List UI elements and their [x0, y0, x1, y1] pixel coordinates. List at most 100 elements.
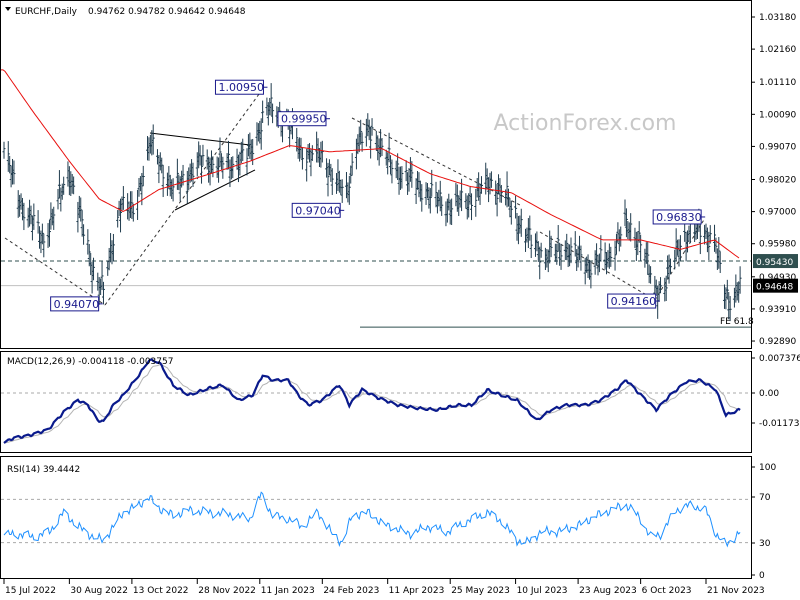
y-tick-label: 0.95980 — [759, 240, 796, 250]
price-bar — [505, 171, 509, 208]
price-bar — [438, 180, 442, 212]
rsi-line — [3, 491, 741, 548]
price-bar — [57, 170, 61, 199]
price-bar — [201, 144, 205, 166]
price-bar — [369, 127, 373, 159]
rsi-title: RSI(14) 39.4442 — [7, 465, 80, 475]
x-tick-label: 23 Aug 2023 — [579, 586, 637, 596]
level-price-label: 0.95430 — [756, 258, 793, 268]
rsi-panel[interactable] — [1, 491, 751, 548]
rsi-y-tick-label: 70 — [759, 493, 771, 503]
price-bar — [6, 141, 10, 172]
price-bar — [251, 138, 255, 166]
dashed-trendline — [4, 237, 106, 306]
price-bar — [261, 100, 265, 123]
x-tick-label: 15 Jul 2022 — [5, 586, 56, 596]
price-bar — [387, 132, 391, 163]
price-bar — [111, 233, 115, 262]
price-bar — [440, 196, 444, 216]
price-bar — [713, 224, 717, 252]
price-bar — [52, 206, 56, 230]
price-bar — [649, 266, 653, 284]
price-bar — [538, 246, 542, 280]
triangle-trendline — [149, 132, 251, 146]
price-bar — [495, 184, 499, 217]
price-bar — [499, 184, 503, 203]
price-bar — [141, 165, 145, 187]
price-annotation-label: 0.94070 — [54, 298, 99, 311]
price-bar — [305, 148, 309, 182]
y-tick-label: 1.01110 — [759, 78, 796, 88]
watermark: ActionForex.com — [494, 111, 677, 136]
price-bar — [529, 234, 533, 259]
price-bar — [359, 119, 363, 145]
panel-frames — [0, 0, 752, 579]
price-bar — [175, 158, 179, 190]
price-bar — [221, 156, 225, 179]
price-annotation-label: 0.94160 — [611, 295, 657, 308]
price-panel[interactable]: 0.95430 0.94648 FE 61.8 1.00950 0.99950 0.970… — [1, 69, 798, 328]
price-bar — [479, 176, 483, 194]
price-bar — [678, 235, 682, 261]
macd-y-tick-label: -0.011737 — [759, 419, 800, 429]
price-bar — [171, 178, 175, 202]
price-annotation-label: 0.99950 — [281, 113, 327, 126]
price-bar — [151, 124, 155, 155]
price-bar — [668, 258, 672, 275]
y-tick-label: 1.00090 — [759, 110, 796, 120]
price-bar — [646, 241, 650, 275]
fe-level-label: FE 61.8 — [720, 317, 754, 327]
price-bar — [130, 191, 134, 219]
price-bar — [330, 168, 334, 195]
price-bar — [350, 153, 354, 176]
price-bar — [347, 175, 351, 205]
x-tick-label: 30 Aug 2022 — [70, 586, 128, 596]
y-tick-label: 1.02160 — [759, 45, 796, 55]
price-bar — [161, 164, 165, 198]
price-bar — [470, 193, 474, 221]
price-bar — [714, 237, 718, 254]
y-tick-label: 0.97000 — [759, 208, 796, 218]
x-tick-label: 24 Feb 2023 — [323, 586, 379, 596]
price-bar — [489, 171, 493, 188]
price-bar — [100, 261, 104, 291]
price-bar — [569, 237, 573, 264]
price-bar — [116, 210, 120, 228]
price-bar — [698, 223, 702, 255]
price-bar — [708, 225, 712, 244]
price-annotation-label: 1.00950 — [218, 81, 264, 94]
price-bar — [420, 184, 424, 212]
price-bar — [707, 231, 711, 260]
macd-line — [3, 358, 741, 444]
macd-title: MACD(12,26,9) -0.004118 -0.003757 — [7, 357, 173, 367]
price-bar — [589, 260, 593, 289]
price-bar — [295, 127, 299, 152]
price-bar — [506, 188, 510, 207]
price-bar — [200, 156, 204, 184]
price-bar — [32, 203, 36, 230]
price-bar — [565, 233, 569, 261]
price-bar — [619, 226, 623, 247]
price-bar — [579, 245, 583, 271]
y-tick-label: 0.99070 — [759, 142, 796, 152]
price-bar — [559, 243, 563, 270]
price-bar — [310, 145, 314, 161]
price-bar — [474, 188, 478, 217]
macd-panel[interactable] — [1, 358, 751, 444]
price-bar — [514, 195, 518, 219]
price-bar — [404, 160, 408, 182]
price-bar — [191, 162, 195, 188]
price-bar — [340, 179, 344, 203]
price-annotation-label: 0.96830 — [656, 211, 702, 224]
x-tick-label: 10 Jul 2023 — [517, 586, 568, 596]
price-bar — [241, 138, 245, 162]
price-bar — [231, 156, 235, 179]
dropdown-triangle-icon[interactable] — [5, 7, 11, 11]
price-bar — [87, 243, 91, 267]
price-bar — [227, 140, 231, 170]
price-bar — [79, 197, 83, 222]
chart-header: EURCHF,Daily 0.94762 0.94782 0.94642 0.9… — [5, 7, 246, 17]
level-price-tag — [753, 254, 798, 269]
rsi-y-tick-label: 30 — [759, 539, 771, 549]
